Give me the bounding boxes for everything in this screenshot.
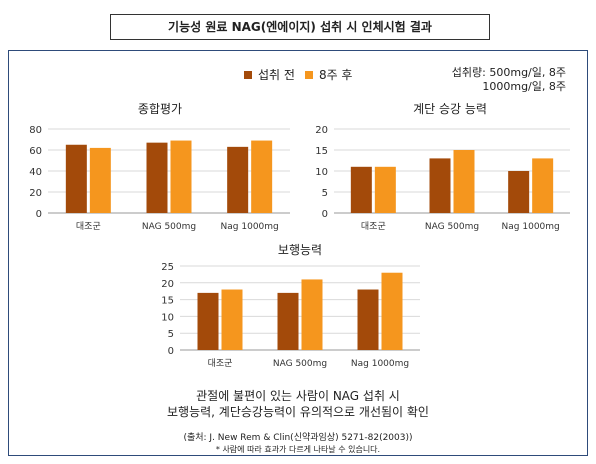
bar-stairs-after (453, 150, 475, 213)
y-tick-label-overall: 60 (29, 146, 42, 157)
y-tick-label-stairs: 0 (322, 209, 328, 220)
bar-overall-before (65, 144, 87, 213)
y-tick-label-walking: 5 (168, 329, 174, 340)
bar-overall-after (170, 140, 192, 213)
chart-title-walking: 보행능력 (277, 243, 323, 257)
y-tick-label-walking: 20 (161, 279, 174, 290)
conclusion: 관절에 불편이 있는 사람이 NAG 섭취 시 보행능력, 계단승강능력이 유의… (0, 388, 596, 420)
y-tick-label-overall: 40 (29, 167, 42, 178)
bar-stairs-before (508, 171, 530, 213)
y-tick-label-walking: 10 (161, 312, 174, 323)
source-citation: (출처: J. New Rem & Clin(신약과임상) 5271-82(20… (183, 433, 413, 443)
y-tick-label-stairs: 15 (315, 146, 328, 157)
bar-overall-before (146, 142, 168, 213)
x-tick-label-overall: NAG 500mg (142, 222, 196, 232)
disclaimer-note: * 사람에 따라 효과가 다르게 나타날 수 있습니다. (215, 445, 381, 454)
dose-info: 섭취량: 500mg/일, 8주 1000mg/일, 8주 (420, 66, 566, 94)
conclusion-line-1: 관절에 불편이 있는 사람이 NAG 섭취 시 (196, 389, 400, 403)
y-tick-label-overall: 20 (29, 188, 42, 199)
content-frame (8, 50, 588, 456)
bar-walking-before (357, 289, 379, 350)
y-tick-label-overall: 80 (29, 125, 42, 136)
bar-overall-after (251, 140, 273, 213)
bar-walking-before (197, 292, 219, 350)
bar-overall-before (227, 146, 249, 213)
y-tick-label-stairs: 20 (315, 125, 328, 136)
conclusion-line-2: 보행능력, 계단승강능력이 유의적으로 개선됨이 확인 (167, 405, 429, 419)
x-tick-label-walking: Nag 1000mg (351, 359, 409, 369)
bar-walking-after (221, 289, 243, 350)
legend: 섭취 전 8주 후 (244, 66, 352, 83)
dose-line-1: 섭취량: 500mg/일, 8주 (451, 66, 566, 79)
x-tick-label-stairs: Nag 1000mg (502, 222, 560, 232)
bar-walking-after (301, 279, 323, 350)
bar-overall-after (89, 147, 111, 213)
y-tick-label-walking: 0 (168, 346, 174, 357)
x-tick-label-stairs: 대조군 (361, 221, 386, 232)
chart-title-stairs: 계단 승강 능력 (413, 102, 487, 116)
bar-stairs-before (350, 166, 372, 213)
bar-walking-after (381, 272, 403, 350)
chart-title-overall: 종합평가 (137, 102, 183, 116)
bar-stairs-after (374, 166, 396, 213)
y-tick-label-stairs: 5 (322, 188, 328, 199)
x-tick-label-walking: 대조군 (208, 358, 233, 369)
x-tick-label-walking: NAG 500mg (273, 359, 327, 369)
dose-line-2: 1000mg/일, 8주 (482, 80, 566, 93)
y-tick-label-stairs: 10 (315, 167, 328, 178)
bar-stairs-before (429, 158, 451, 213)
legend-swatch-after (304, 70, 313, 79)
legend-swatch-before (244, 70, 252, 79)
y-tick-label-walking: 15 (161, 296, 174, 307)
bar-stairs-after (532, 158, 554, 213)
bar-walking-before (277, 292, 299, 350)
legend-label-after: 8주 후 (318, 68, 353, 82)
page-title: 기능성 원료 NAG(엔에이지) 섭취 시 인체시험 결과 (110, 14, 490, 40)
x-tick-label-overall: Nag 1000mg (221, 222, 279, 232)
legend-label-before: 섭취 전 (258, 68, 295, 82)
x-tick-label-stairs: NAG 500mg (425, 222, 479, 232)
x-tick-label-overall: 대조군 (76, 221, 101, 232)
y-tick-label-overall: 0 (36, 209, 42, 220)
y-tick-label-walking: 25 (161, 262, 174, 273)
